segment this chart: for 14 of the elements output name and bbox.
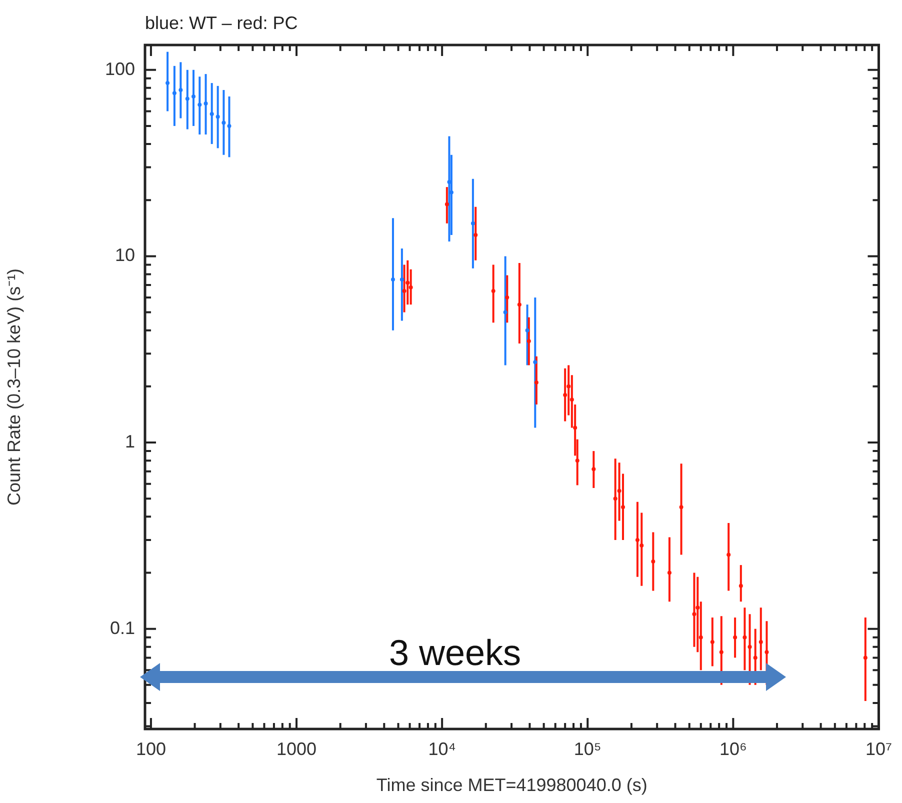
y-tick-label: 10 bbox=[114, 245, 135, 266]
x-axis-title: Time since MET=419980040.0 (s) bbox=[376, 775, 648, 796]
x-tick-label: 100 bbox=[136, 738, 166, 759]
chart-title: blue: WT – red: PC bbox=[145, 12, 298, 33]
y-tick-label: 1 bbox=[124, 431, 135, 452]
y-axis-title: Count Rate (0.3–10 keV) (s⁻¹) bbox=[4, 268, 24, 506]
x-tick-label: 10⁷ bbox=[865, 738, 892, 759]
x-tick-label: 1000 bbox=[276, 738, 317, 759]
y-tick-label: 100 bbox=[104, 58, 135, 79]
x-tick-label: 10⁶ bbox=[719, 738, 747, 759]
y-tick-label: 0.1 bbox=[110, 618, 135, 638]
x-tick-label: 10⁵ bbox=[574, 738, 602, 759]
x-tick-label: 10⁴ bbox=[428, 738, 456, 759]
annotation: 3 weeks bbox=[388, 632, 522, 674]
